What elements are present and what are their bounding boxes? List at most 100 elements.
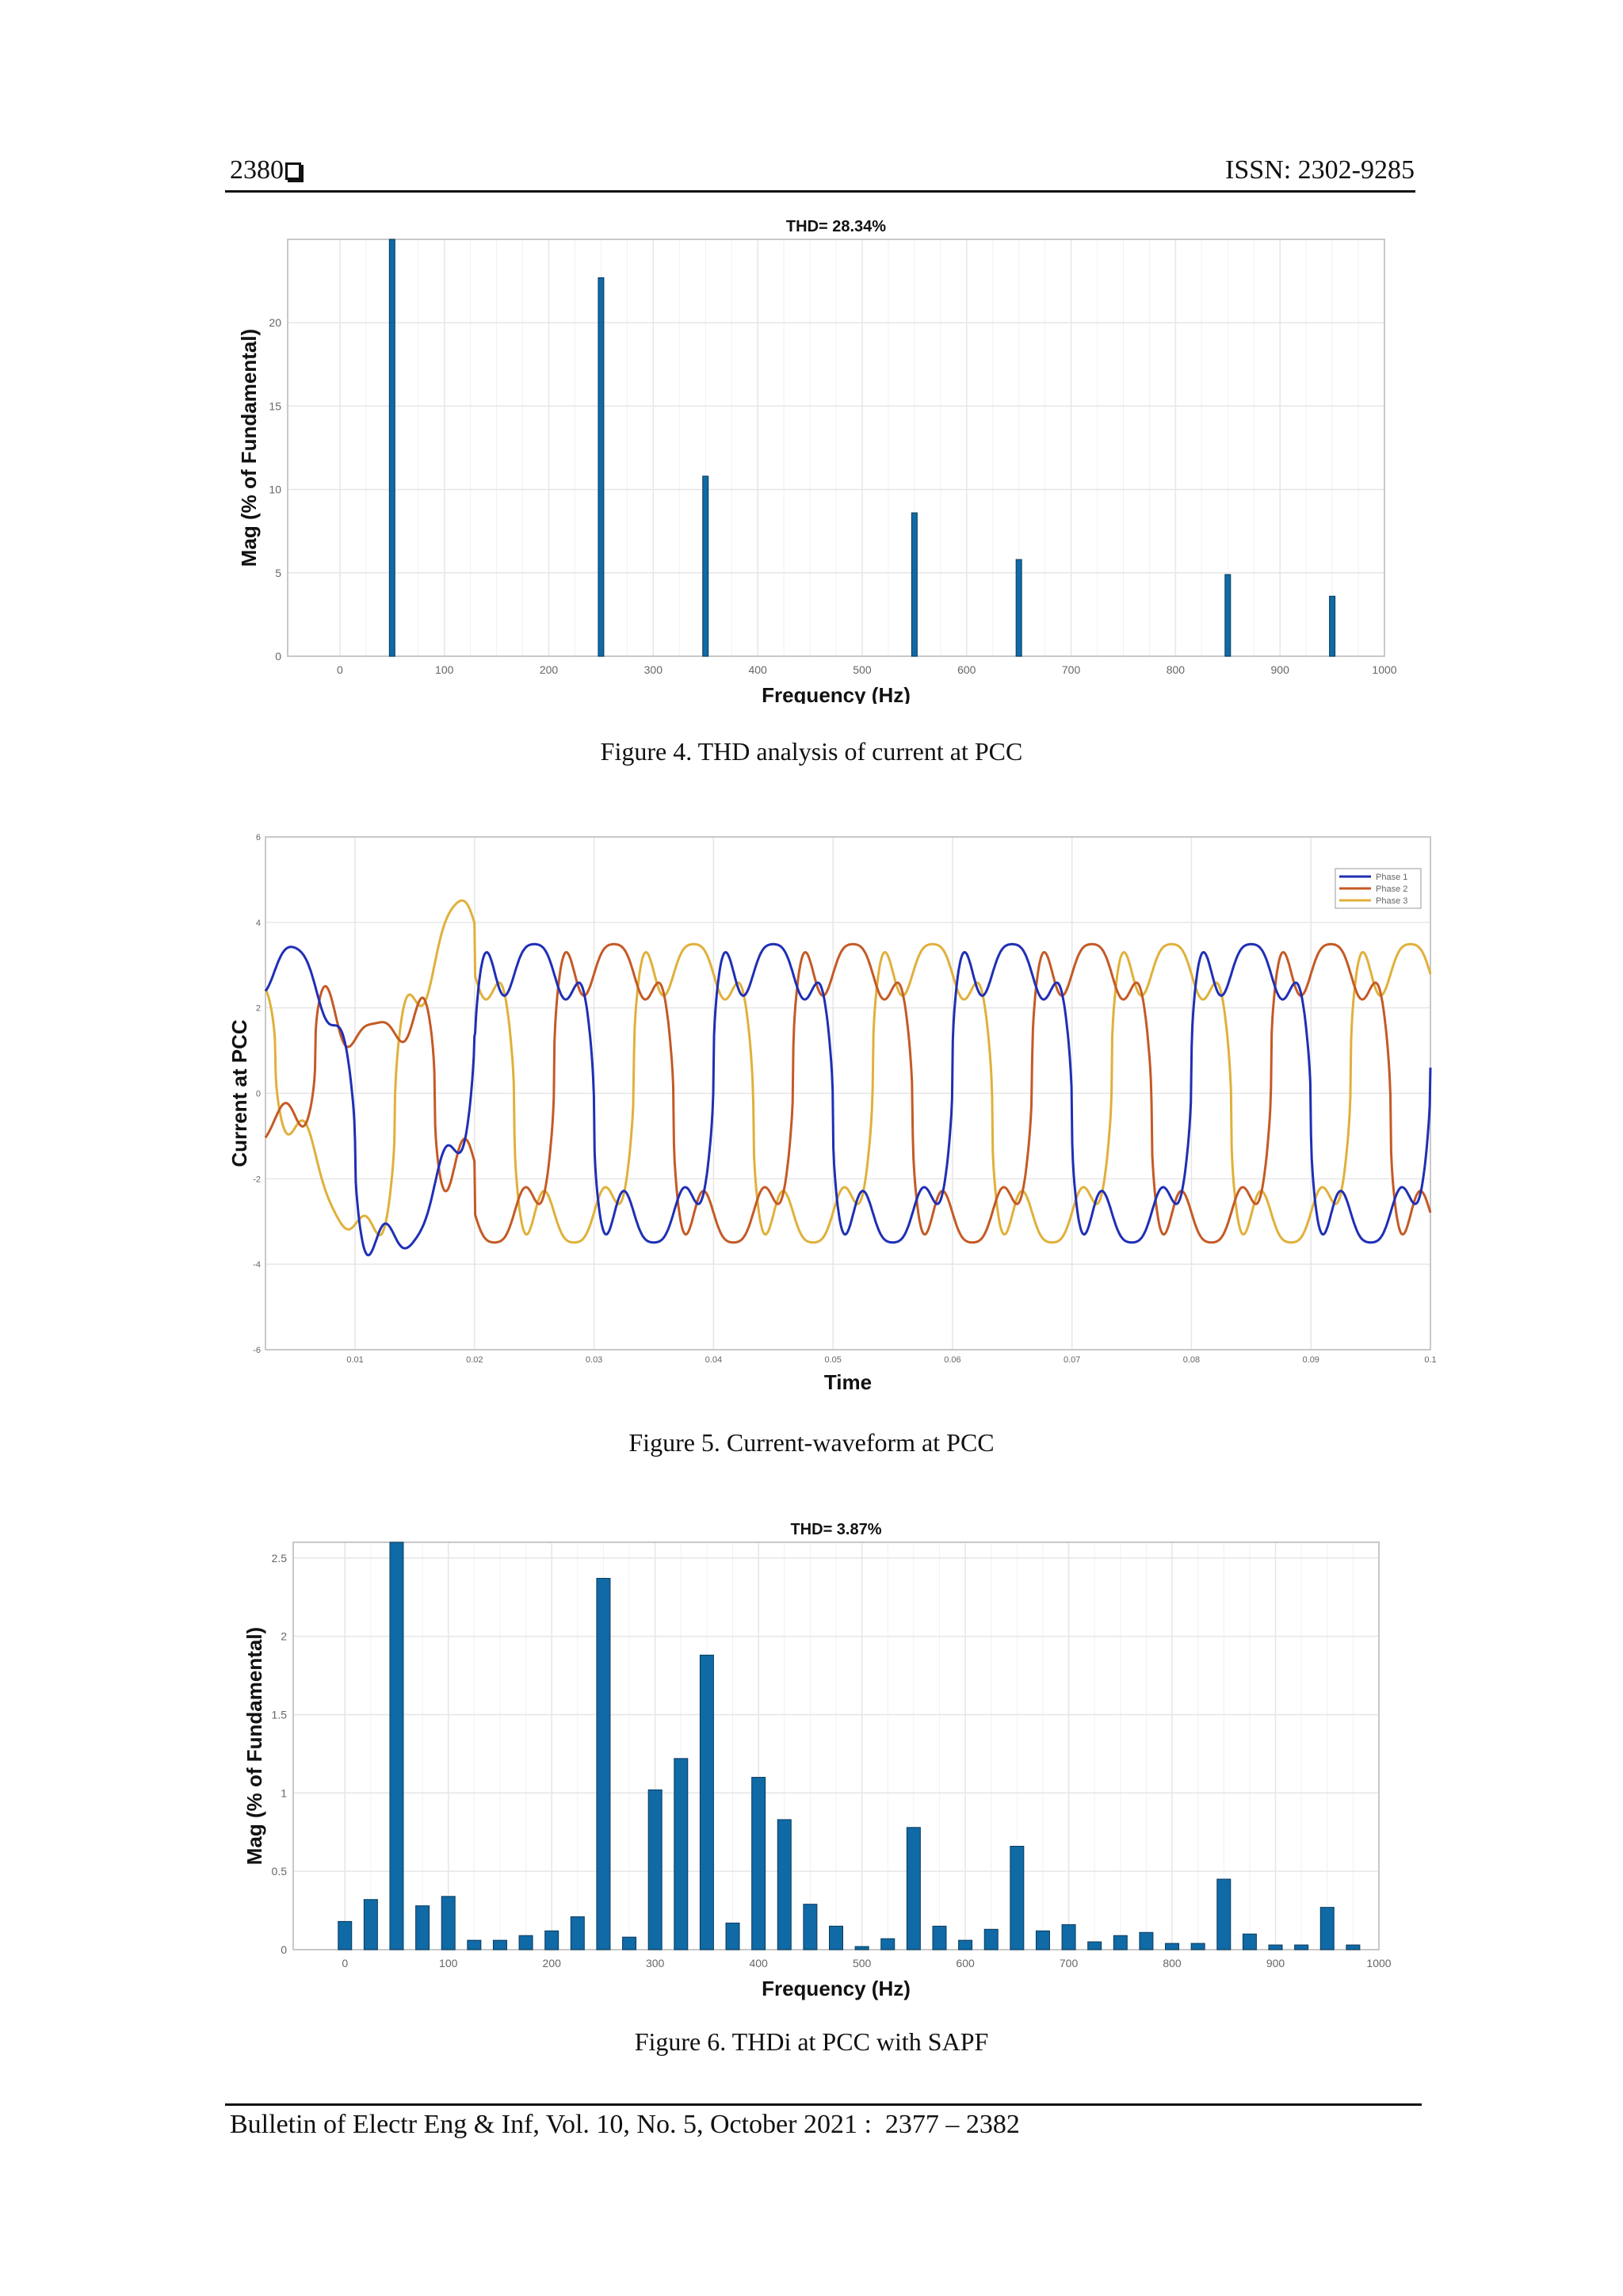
x-tick-label: 700 [1060, 1957, 1079, 1969]
x-tick-label: 1000 [1366, 1957, 1391, 1969]
x-axis-label: Frequency (Hz) [762, 683, 911, 704]
bar [1015, 559, 1022, 657]
y-tick-label: 1.5 [272, 1708, 288, 1721]
issn: ISSN: 2302-9285 [1225, 155, 1415, 185]
x-tick-label: 300 [646, 1957, 665, 1969]
y-tick-label: 0.5 [272, 1865, 288, 1878]
y-tick-label: 15 [269, 399, 281, 412]
bar [911, 512, 918, 657]
legend-label: Phase 3 [1376, 896, 1407, 906]
bar [596, 1577, 611, 1950]
bar [1294, 1944, 1309, 1950]
bar [544, 1930, 559, 1950]
y-axis-label: Mag (% of Fundamental) [242, 1627, 266, 1865]
page-number-text: 2380 [230, 155, 284, 185]
y-tick-label: 2 [256, 1004, 261, 1014]
footer-citation: Bulletin of Electr Eng & Inf, Vol. 10, N… [230, 2110, 1020, 2139]
x-tick-label: 0.09 [1303, 1355, 1319, 1365]
y-tick-label: 0 [275, 650, 281, 663]
x-tick-label: 500 [853, 1957, 872, 1969]
bar [983, 1928, 999, 1950]
bar [389, 1541, 404, 1950]
bar [1216, 1878, 1232, 1950]
legend-label: Phase 1 [1376, 873, 1407, 882]
y-tick-label: -2 [253, 1175, 261, 1184]
bar [829, 1925, 843, 1950]
legend-label: Phase 2 [1376, 884, 1407, 894]
x-tick-label: 0.06 [944, 1355, 960, 1365]
bar [1224, 574, 1232, 657]
bar [702, 476, 709, 657]
x-tick-label: 200 [543, 1957, 562, 1969]
bar [622, 1936, 637, 1950]
y-tick-label: 2 [281, 1630, 287, 1643]
y-tick-label: 6 [256, 833, 261, 842]
series-line-phase-3 [264, 899, 1432, 1244]
bar [906, 1827, 921, 1950]
chart-title: THD= 28.34% [786, 218, 886, 235]
x-tick-label: 0 [342, 1957, 348, 1969]
x-tick-label: 1000 [1372, 663, 1396, 676]
bar [958, 1939, 973, 1950]
bar [1035, 1930, 1050, 1950]
figure-5-caption: Figure 5. Current-waveform at PCC [628, 1428, 995, 1457]
bar [441, 1896, 456, 1950]
x-tick-label: 800 [1167, 663, 1186, 676]
bar [1319, 1907, 1335, 1950]
x-tick-label: 600 [957, 663, 976, 676]
bar [363, 1899, 378, 1950]
bar [1329, 595, 1336, 657]
x-tick-label: 0.04 [705, 1355, 722, 1365]
bar [467, 1939, 482, 1950]
x-tick-label: 100 [439, 1957, 458, 1969]
y-tick-label: 1 [281, 1786, 287, 1799]
y-tick-label: -4 [253, 1260, 261, 1270]
series-line-phase-2 [264, 942, 1432, 1244]
bar [1346, 1944, 1361, 1950]
x-tick-label: 900 [1266, 1957, 1285, 1969]
figure-4-caption: Figure 4. THD analysis of current at PCC [600, 737, 1023, 766]
y-tick-label: 4 [256, 919, 261, 928]
x-tick-label: 0.01 [346, 1355, 363, 1365]
bar [388, 239, 395, 657]
bar [518, 1935, 533, 1950]
x-axis-label: Time [824, 1370, 872, 1394]
figure-5-current-waveform: 0.01 0.02 0.03 0.04 0.05 0.06 0.07 0.08 0.09 0.1 -… [230, 833, 1437, 1394]
bar [1010, 1846, 1025, 1950]
x-tick-label: 0 [337, 663, 343, 676]
header-rule [225, 190, 1415, 193]
bar [1268, 1944, 1283, 1950]
bar [415, 1905, 430, 1950]
x-tick-label: 0.07 [1064, 1355, 1080, 1365]
bar [932, 1925, 947, 1950]
bar [1087, 1941, 1102, 1950]
figure-6-caption: Figure 6. THDi at PCC with SAPF [634, 2027, 989, 2056]
bar [1190, 1943, 1205, 1950]
bar [699, 1654, 714, 1950]
x-tick-label: 400 [748, 663, 767, 676]
bar [1242, 1933, 1257, 1950]
y-tick-label: 5 [275, 567, 281, 579]
series-line-phase-1 [264, 942, 1432, 1257]
bar [803, 1904, 818, 1950]
x-tick-label: 900 [1271, 663, 1290, 676]
x-tick-label: 0.1 [1424, 1355, 1436, 1365]
bar [647, 1789, 663, 1950]
x-tick-label: 200 [540, 663, 559, 676]
y-tick-label: 20 [269, 316, 281, 329]
y-tick-label: 10 [269, 483, 281, 496]
x-tick-label: 300 [644, 663, 663, 676]
bar [598, 277, 605, 657]
x-tick-label: 800 [1163, 1957, 1182, 1969]
figure-4-thd-chart: 0 100 200 300 400 500 600 700 800 900 1000 0 5 10 15 20… [237, 218, 1397, 704]
y-tick-label: 0 [281, 1943, 287, 1956]
bar [674, 1758, 689, 1950]
bar [1113, 1935, 1128, 1950]
x-tick-label: 600 [956, 1957, 975, 1969]
legend: Phase 1 Phase 2 Phase 3 [1335, 868, 1422, 909]
square-bullet-icon [285, 162, 301, 180]
bar [338, 1920, 353, 1950]
x-axis-label: Frequency (Hz) [762, 1977, 911, 2000]
chart-title: THD= 3.87% [790, 1522, 881, 1538]
page-number: 2380 [230, 155, 301, 185]
